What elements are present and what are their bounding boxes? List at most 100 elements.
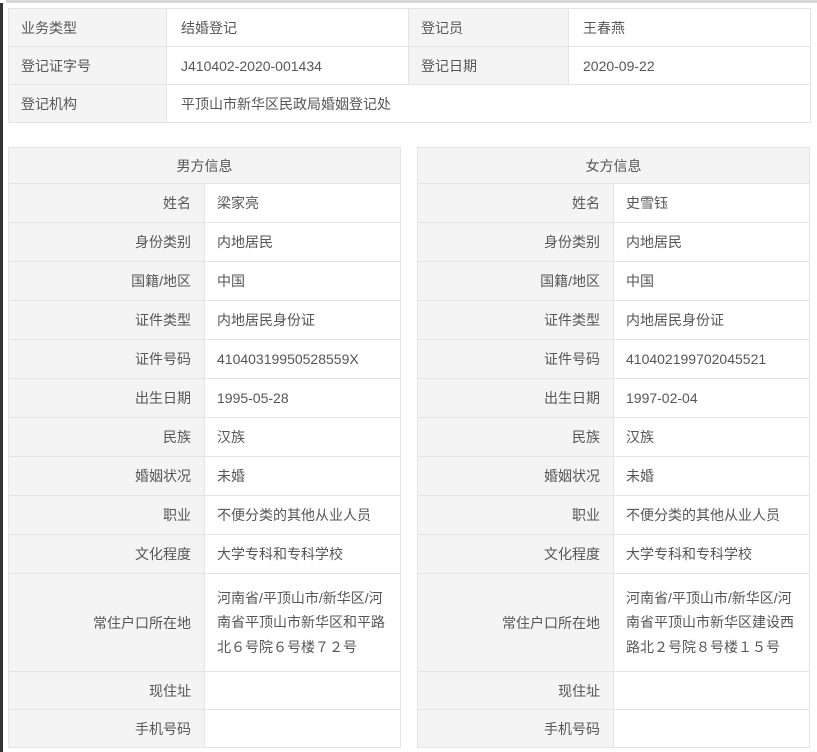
field-label-ethnicity: 民族 xyxy=(417,417,614,457)
table-header-row: 女方信息 xyxy=(417,147,810,184)
field-label-mobile-number: 手机号码 xyxy=(417,709,614,748)
field-value-mobile-number xyxy=(613,709,810,748)
field-label-id-number: 证件号码 xyxy=(8,339,205,379)
field-value-current-address xyxy=(613,671,810,710)
field-value-registrar: 王春燕 xyxy=(568,8,811,47)
field-value-current-address xyxy=(204,671,401,710)
table-row: 婚姻状况 未婚 xyxy=(417,456,810,496)
registration-record: 业务类型 结婚登记 登记员 王春燕 登记证字号 J410402-2020-001… xyxy=(8,8,811,748)
field-value-household-address: 河南省/平顶山市/新华区/河南省平顶山市新华区和平路北６号院６号楼７２号 xyxy=(204,573,401,672)
table-row: 身份类别 内地居民 xyxy=(8,222,401,262)
table-row: 现住址 xyxy=(417,671,810,710)
table-row: 证件类型 内地居民身份证 xyxy=(417,300,810,340)
field-label-current-address: 现住址 xyxy=(417,671,614,710)
male-party-table: 男方信息 姓名 梁家亮 身份类别 内地居民 国籍/地区 中国 证件类型 内地居民… xyxy=(8,147,401,748)
table-row: 常住户口所在地 河南省/平顶山市/新华区/河南省平顶山市新华区建设西路北２号院８… xyxy=(417,573,810,672)
field-label-birth-date: 出生日期 xyxy=(417,378,614,418)
field-label-registration-office: 登记机构 xyxy=(8,84,167,123)
field-label-id-type: 证件类型 xyxy=(8,300,205,340)
field-label-occupation: 职业 xyxy=(8,495,205,535)
field-value-birth-date: 1997-02-04 xyxy=(613,378,810,418)
field-label-nationality: 国籍/地区 xyxy=(417,261,614,301)
male-party-title: 男方信息 xyxy=(8,147,401,184)
field-value-marital-status: 未婚 xyxy=(613,456,810,496)
table-row: 现住址 xyxy=(8,671,401,710)
field-value-birth-date: 1995-05-28 xyxy=(204,378,401,418)
field-label-certificate-number: 登记证字号 xyxy=(8,46,167,85)
field-value-occupation: 不便分类的其他从业人员 xyxy=(204,495,401,535)
field-value-registration-date: 2020-09-22 xyxy=(568,46,811,85)
field-value-ethnicity: 汉族 xyxy=(613,417,810,457)
field-label-id-type: 证件类型 xyxy=(417,300,614,340)
table-row: 民族 汉族 xyxy=(417,417,810,457)
field-value-certificate-number: J410402-2020-001434 xyxy=(166,46,409,85)
field-label-marital-status: 婚姻状况 xyxy=(8,456,205,496)
field-label-occupation: 职业 xyxy=(417,495,614,535)
table-row: 姓名 史雪钰 xyxy=(417,183,810,223)
field-value-nationality: 中国 xyxy=(613,261,810,301)
field-label-household-address: 常住户口所在地 xyxy=(8,573,205,672)
field-value-ethnicity: 汉族 xyxy=(204,417,401,457)
table-row: 证件号码 41040319950528559X xyxy=(8,339,401,379)
field-value-marital-status: 未婚 xyxy=(204,456,401,496)
field-value-identity-category: 内地居民 xyxy=(613,222,810,262)
table-row: 登记机构 平顶山市新华区民政局婚姻登记处 xyxy=(8,84,811,123)
field-label-current-address: 现住址 xyxy=(8,671,205,710)
field-label-mobile-number: 手机号码 xyxy=(8,709,205,748)
field-label-business-type: 业务类型 xyxy=(8,8,167,47)
table-row: 手机号码 xyxy=(8,709,401,748)
field-value-identity-category: 内地居民 xyxy=(204,222,401,262)
female-party-title: 女方信息 xyxy=(417,147,810,184)
field-label-name: 姓名 xyxy=(417,183,614,223)
table-row: 手机号码 xyxy=(417,709,810,748)
table-row: 文化程度 大学专科和专科学校 xyxy=(417,534,810,574)
field-value-nationality: 中国 xyxy=(204,261,401,301)
field-value-occupation: 不便分类的其他从业人员 xyxy=(613,495,810,535)
field-value-id-type: 内地居民身份证 xyxy=(204,300,401,340)
field-value-education: 大学专科和专科学校 xyxy=(204,534,401,574)
table-row: 民族 汉族 xyxy=(8,417,401,457)
table-row: 证件类型 内地居民身份证 xyxy=(8,300,401,340)
table-row: 出生日期 1995-05-28 xyxy=(8,378,401,418)
field-value-household-address: 河南省/平顶山市/新华区/河南省平顶山市新华区建设西路北２号院８号楼１５号 xyxy=(613,573,810,672)
field-label-registrar: 登记员 xyxy=(408,8,569,47)
table-row: 常住户口所在地 河南省/平顶山市/新华区/河南省平顶山市新华区和平路北６号院６号… xyxy=(8,573,401,672)
table-row: 姓名 梁家亮 xyxy=(8,183,401,223)
field-label-nationality: 国籍/地区 xyxy=(8,261,205,301)
field-value-id-number: 41040319950528559X xyxy=(204,339,401,379)
field-value-name: 梁家亮 xyxy=(204,183,401,223)
registry-summary-table: 业务类型 结婚登记 登记员 王春燕 登记证字号 J410402-2020-001… xyxy=(8,8,811,123)
table-row: 登记证字号 J410402-2020-001434 登记日期 2020-09-2… xyxy=(8,46,811,85)
table-row: 证件号码 410402199702045521 xyxy=(417,339,810,379)
field-label-id-number: 证件号码 xyxy=(417,339,614,379)
table-row: 出生日期 1997-02-04 xyxy=(417,378,810,418)
field-label-name: 姓名 xyxy=(8,183,205,223)
table-row: 职业 不便分类的其他从业人员 xyxy=(8,495,401,535)
table-row: 文化程度 大学专科和专科学校 xyxy=(8,534,401,574)
female-party-table: 女方信息 姓名 史雪钰 身份类别 内地居民 国籍/地区 中国 证件类型 内地居民… xyxy=(417,147,810,748)
party-tables: 男方信息 姓名 梁家亮 身份类别 内地居民 国籍/地区 中国 证件类型 内地居民… xyxy=(8,147,810,748)
field-value-id-type: 内地居民身份证 xyxy=(613,300,810,340)
field-value-business-type: 结婚登记 xyxy=(166,8,409,47)
field-value-registration-office: 平顶山市新华区民政局婚姻登记处 xyxy=(166,84,811,123)
table-row: 职业 不便分类的其他从业人员 xyxy=(417,495,810,535)
field-label-education: 文化程度 xyxy=(417,534,614,574)
table-row: 国籍/地区 中国 xyxy=(417,261,810,301)
field-label-identity-category: 身份类别 xyxy=(8,222,205,262)
field-label-education: 文化程度 xyxy=(8,534,205,574)
table-header-row: 男方信息 xyxy=(8,147,401,184)
table-row: 婚姻状况 未婚 xyxy=(8,456,401,496)
table-row: 身份类别 内地居民 xyxy=(417,222,810,262)
table-row: 国籍/地区 中国 xyxy=(8,261,401,301)
field-label-ethnicity: 民族 xyxy=(8,417,205,457)
field-label-birth-date: 出生日期 xyxy=(8,378,205,418)
window-top-edge xyxy=(6,0,817,3)
field-label-identity-category: 身份类别 xyxy=(417,222,614,262)
table-row: 业务类型 结婚登记 登记员 王春燕 xyxy=(8,8,811,47)
field-value-name: 史雪钰 xyxy=(613,183,810,223)
field-value-mobile-number xyxy=(204,709,401,748)
field-label-household-address: 常住户口所在地 xyxy=(417,573,614,672)
field-label-marital-status: 婚姻状况 xyxy=(417,456,614,496)
field-label-registration-date: 登记日期 xyxy=(408,46,569,85)
field-value-id-number: 410402199702045521 xyxy=(613,339,810,379)
